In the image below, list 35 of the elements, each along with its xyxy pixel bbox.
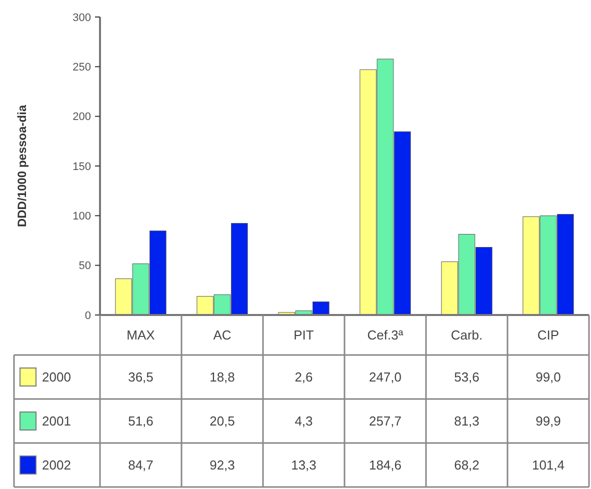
y-tick-label: 150 <box>72 160 91 173</box>
y-tick-label: 0 <box>84 310 91 322</box>
legend-label: 2000 <box>42 370 71 385</box>
data-label: 53,6 <box>454 370 480 385</box>
data-label: 13,3 <box>291 458 316 473</box>
data-label: 257,7 <box>368 414 402 429</box>
data-label: 18,8 <box>210 370 235 385</box>
data-label: 92,3 <box>210 458 235 473</box>
data-label: 84,7 <box>128 458 154 473</box>
data-label: 36,5 <box>128 370 154 385</box>
y-tick-label: 50 <box>78 260 91 272</box>
data-label: 101,4 <box>532 458 565 473</box>
data-label: 4,3 <box>294 414 313 429</box>
y-axis-title: DDD/1000 pessoa-dia <box>15 104 29 228</box>
y-tick-label: 100 <box>72 210 91 223</box>
data-label: 68,2 <box>454 458 480 473</box>
y-tick-label: 300 <box>72 12 91 24</box>
legend-label: 2001 <box>42 414 71 429</box>
x-tick-label: PIT <box>294 328 314 343</box>
x-tick-label: MAX <box>126 328 156 343</box>
data-label: 81,3 <box>454 414 480 429</box>
data-label: 99,0 <box>536 370 561 385</box>
x-tick-label: Carb. <box>450 328 483 343</box>
data-label: 20,5 <box>210 414 235 429</box>
data-label: 2,6 <box>294 370 313 385</box>
x-tick-label: Cef.3ª <box>367 328 404 343</box>
data-label: 247,0 <box>368 370 402 385</box>
y-tick-label: 250 <box>72 62 91 74</box>
data-label: 184,6 <box>368 458 402 473</box>
data-label: 99,9 <box>536 414 561 429</box>
x-tick-label: CIP <box>537 328 560 343</box>
x-tick-label: AC <box>213 328 232 343</box>
legend-label: 2002 <box>42 458 71 473</box>
y-tick-label: 200 <box>72 111 91 124</box>
data-label: 51,6 <box>128 414 154 429</box>
